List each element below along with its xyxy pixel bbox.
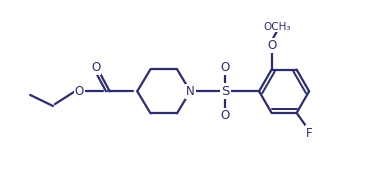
Text: O: O <box>91 61 100 74</box>
Text: S: S <box>221 85 229 98</box>
Text: N: N <box>186 85 195 98</box>
Text: OCH₃: OCH₃ <box>263 22 291 31</box>
Text: O: O <box>220 109 230 122</box>
Text: O: O <box>220 61 230 74</box>
Text: F: F <box>306 127 313 140</box>
Text: O: O <box>267 39 276 52</box>
Text: O: O <box>75 85 84 98</box>
